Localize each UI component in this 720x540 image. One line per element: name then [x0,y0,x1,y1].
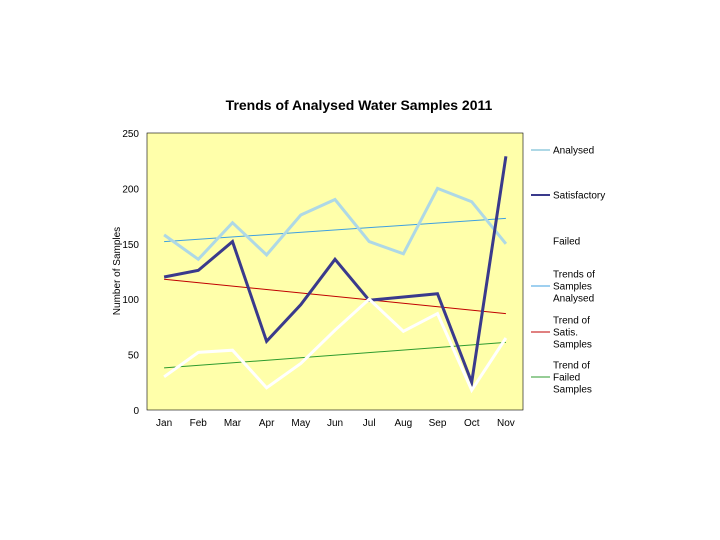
y-tick-label: 200 [122,184,139,195]
series-line-satisfactory [163,156,508,389]
legend-label: Analysed [553,294,594,305]
y-tick-label: 250 [122,129,139,140]
legend-label: Analysed [553,146,594,157]
legend-label: Failed [553,237,580,248]
x-tick-label: Nov [497,418,515,429]
trend-line-2 [164,278,506,315]
y-tick-label: 150 [122,240,139,251]
y-axis-label: Number of Samples [112,227,123,315]
x-axis-ticks: Jan Feb Mar Apr May Jun Jul Aug Sep Oct Nov [156,418,515,429]
x-tick-label: Mar [224,418,242,429]
y-tick-label: 50 [128,351,140,362]
chart-title: Trends of Analysed Water Samples 2011 [226,97,493,113]
legend-label: Samples [553,340,592,351]
legend-label: Samples [553,385,592,396]
x-tick-label: Jan [156,418,172,429]
legend-label: Satisfactory [553,191,605,202]
x-tick-label: Oct [464,418,480,429]
series-line-analysed [163,186,508,262]
legend-label: Samples [553,282,592,293]
trend-line-3 [164,341,506,369]
series-line-failed [163,297,508,394]
x-tick-label: Apr [259,418,275,429]
trend-line-1 [164,217,506,243]
legend-label: Trends of [553,270,595,281]
legend-label: Trend of [553,316,590,327]
x-tick-label: May [291,418,310,429]
legend-label: Satis. [553,328,578,339]
x-tick-label: Jun [327,418,343,429]
x-tick-label: Aug [394,418,412,429]
y-axis-ticks: 0 50 100 150 200 250 [122,129,139,417]
y-tick-label: 100 [122,295,139,306]
y-tick-label: 0 [133,406,139,417]
x-tick-label: Feb [190,418,208,429]
legend-label: Failed [553,373,580,384]
legend-label: Trend of [553,361,590,372]
series-lines [163,156,508,394]
x-tick-label: Sep [429,418,447,429]
trend-lines [164,217,506,369]
x-tick-label: Jul [363,418,376,429]
